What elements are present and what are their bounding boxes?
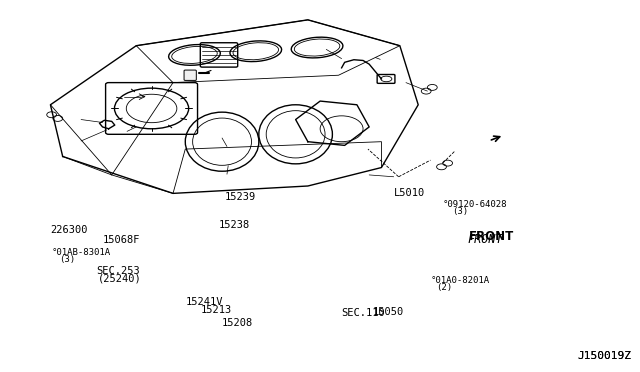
- Text: J150019Z: J150019Z: [577, 351, 632, 361]
- Text: (25240): (25240): [99, 273, 142, 283]
- Text: 15208: 15208: [222, 318, 253, 328]
- Text: J150019Z: J150019Z: [577, 351, 632, 361]
- Text: SEC.110: SEC.110: [342, 308, 385, 318]
- Text: 226300: 226300: [51, 225, 88, 235]
- Text: 15213: 15213: [200, 305, 232, 315]
- Text: (2): (2): [436, 283, 452, 292]
- Text: FRONT: FRONT: [467, 233, 503, 246]
- Text: SEC.253: SEC.253: [97, 266, 140, 276]
- FancyBboxPatch shape: [184, 70, 196, 80]
- Text: 15068F: 15068F: [102, 234, 140, 244]
- Text: (3): (3): [452, 207, 468, 217]
- Text: 15238: 15238: [219, 220, 250, 230]
- Text: 15241V: 15241V: [186, 297, 223, 307]
- Text: 15050: 15050: [372, 307, 403, 317]
- Text: L5010: L5010: [394, 188, 425, 198]
- Text: (3): (3): [60, 255, 76, 264]
- Text: °09120-64028: °09120-64028: [443, 200, 508, 209]
- Text: °01AB-8301A: °01AB-8301A: [52, 248, 111, 257]
- Text: 15239: 15239: [225, 192, 257, 202]
- Text: °01A0-8201A: °01A0-8201A: [431, 276, 490, 285]
- Text: FRONT: FRONT: [468, 230, 514, 243]
